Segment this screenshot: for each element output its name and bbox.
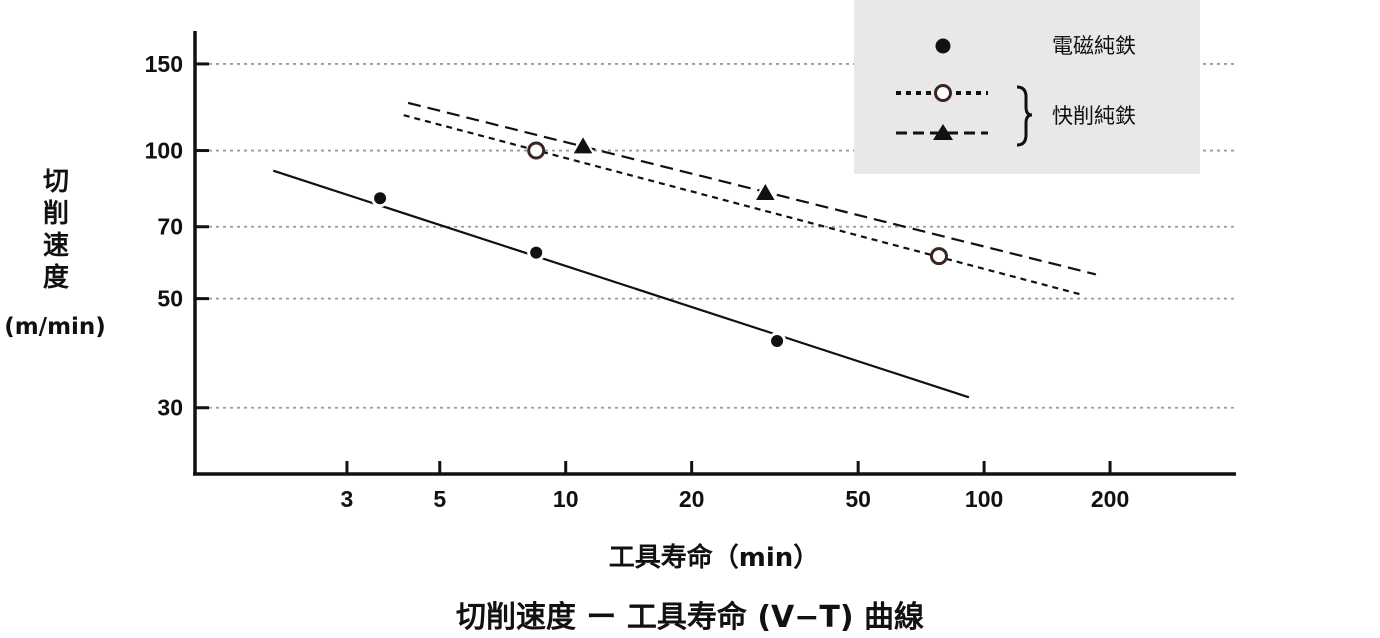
y-axis-unit: (m/min) [4, 314, 106, 340]
series-0-point-1 [527, 243, 546, 262]
series-1-fit-line [403, 114, 1081, 296]
series-0-point-2 [768, 332, 787, 351]
legend-label-free-cutting-iron: 快削純鉄 [1052, 104, 1136, 128]
x-tick-label-5: 5 [433, 486, 446, 512]
legend: 電磁純鉄 快削純鉄 [854, 0, 1200, 174]
series-2-point-0 [570, 133, 596, 156]
y-tick-label-150: 150 [145, 51, 183, 77]
y-axis-label-char-3: 速 [43, 231, 69, 261]
series-layer [272, 101, 1097, 399]
axes [193, 31, 1236, 476]
y-tick-label-70: 70 [157, 214, 183, 240]
y-tick-label-50: 50 [157, 286, 183, 312]
series-0-point-0 [371, 189, 390, 208]
series-1-point-1 [929, 247, 948, 266]
x-tick-label-200: 200 [1091, 486, 1129, 512]
series-2-fit-line [407, 101, 1097, 276]
y-axis-label-char-4: 度 [43, 262, 69, 293]
series-1-point-0 [527, 141, 546, 160]
x-tick-label-10: 10 [553, 486, 579, 512]
y-axis-label-char-2: 削 [43, 199, 69, 229]
series-0-fit-line [272, 169, 970, 399]
x-tick-label-50: 50 [845, 486, 871, 512]
y-axis-label-char-1: 切 [43, 167, 69, 197]
x-tick-label-20: 20 [679, 486, 705, 512]
legend-marker-filled-circle [935, 38, 951, 54]
legend-background [854, 0, 1200, 174]
x-axis-label: 工具寿命（min） [609, 542, 820, 573]
chart-title: 切削速度 ー 工具寿命 (V−T) 曲線 [456, 600, 924, 635]
ticks: 30 50 70 100 150 3 5 10 20 50 100 200 [145, 51, 1130, 512]
axis-titles: 切 削 速 度 (m/min) 工具寿命（min） 切削速度 ー 工具寿命 (V… [4, 167, 924, 635]
legend-label-electromagnetic-iron: 電磁純鉄 [1052, 34, 1136, 58]
x-tick-label-100: 100 [965, 486, 1003, 512]
legend-marker-triangle [933, 124, 953, 140]
y-tick-label-100: 100 [145, 138, 183, 164]
series-2-point-1 [752, 179, 779, 202]
y-tick-label-30: 30 [157, 395, 183, 421]
legend-brace [1016, 85, 1033, 147]
legend-marker-open-circle [934, 84, 952, 102]
x-tick-label-3: 3 [341, 486, 354, 512]
